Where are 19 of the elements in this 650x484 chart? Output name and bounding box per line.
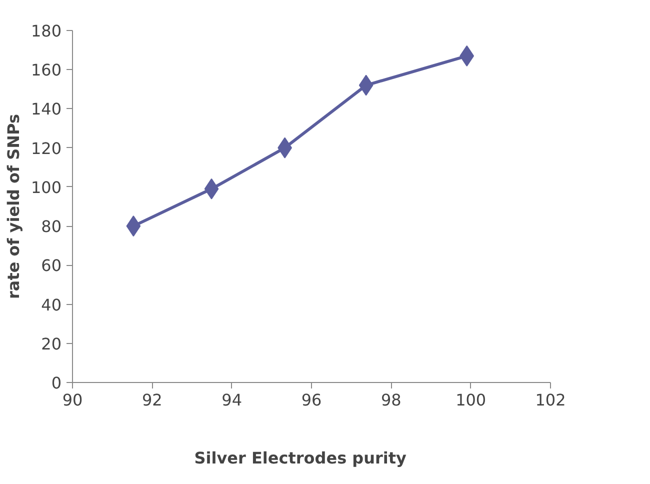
y-axis-title: rate of yield of SNPs: [4, 114, 23, 299]
y-tick-label: 120: [30, 138, 62, 158]
x-tick-label: 98: [380, 390, 402, 410]
x-tick-label: 92: [142, 390, 162, 410]
y-tick-label: 140: [30, 100, 62, 119]
y-tick-label: 60: [41, 256, 62, 276]
y-tick-label: 20: [41, 334, 62, 354]
y-tick-label: 40: [41, 295, 62, 314]
y-tick-label: 180: [30, 22, 62, 40]
y-tick-label: 0: [51, 374, 62, 392]
y-tick-label: 160: [30, 60, 62, 80]
x-tick-label: 102: [535, 390, 566, 410]
y-tick-label: 80: [41, 217, 62, 236]
x-tick-label: 100: [456, 390, 486, 410]
x-tick-label: 94: [222, 390, 242, 410]
y-tick-label: 100: [30, 178, 62, 197]
x-tick-label: 90: [62, 390, 83, 410]
x-axis-title: Silver Electrodes purity: [194, 448, 408, 468]
x-tick-label: 96: [301, 390, 322, 410]
